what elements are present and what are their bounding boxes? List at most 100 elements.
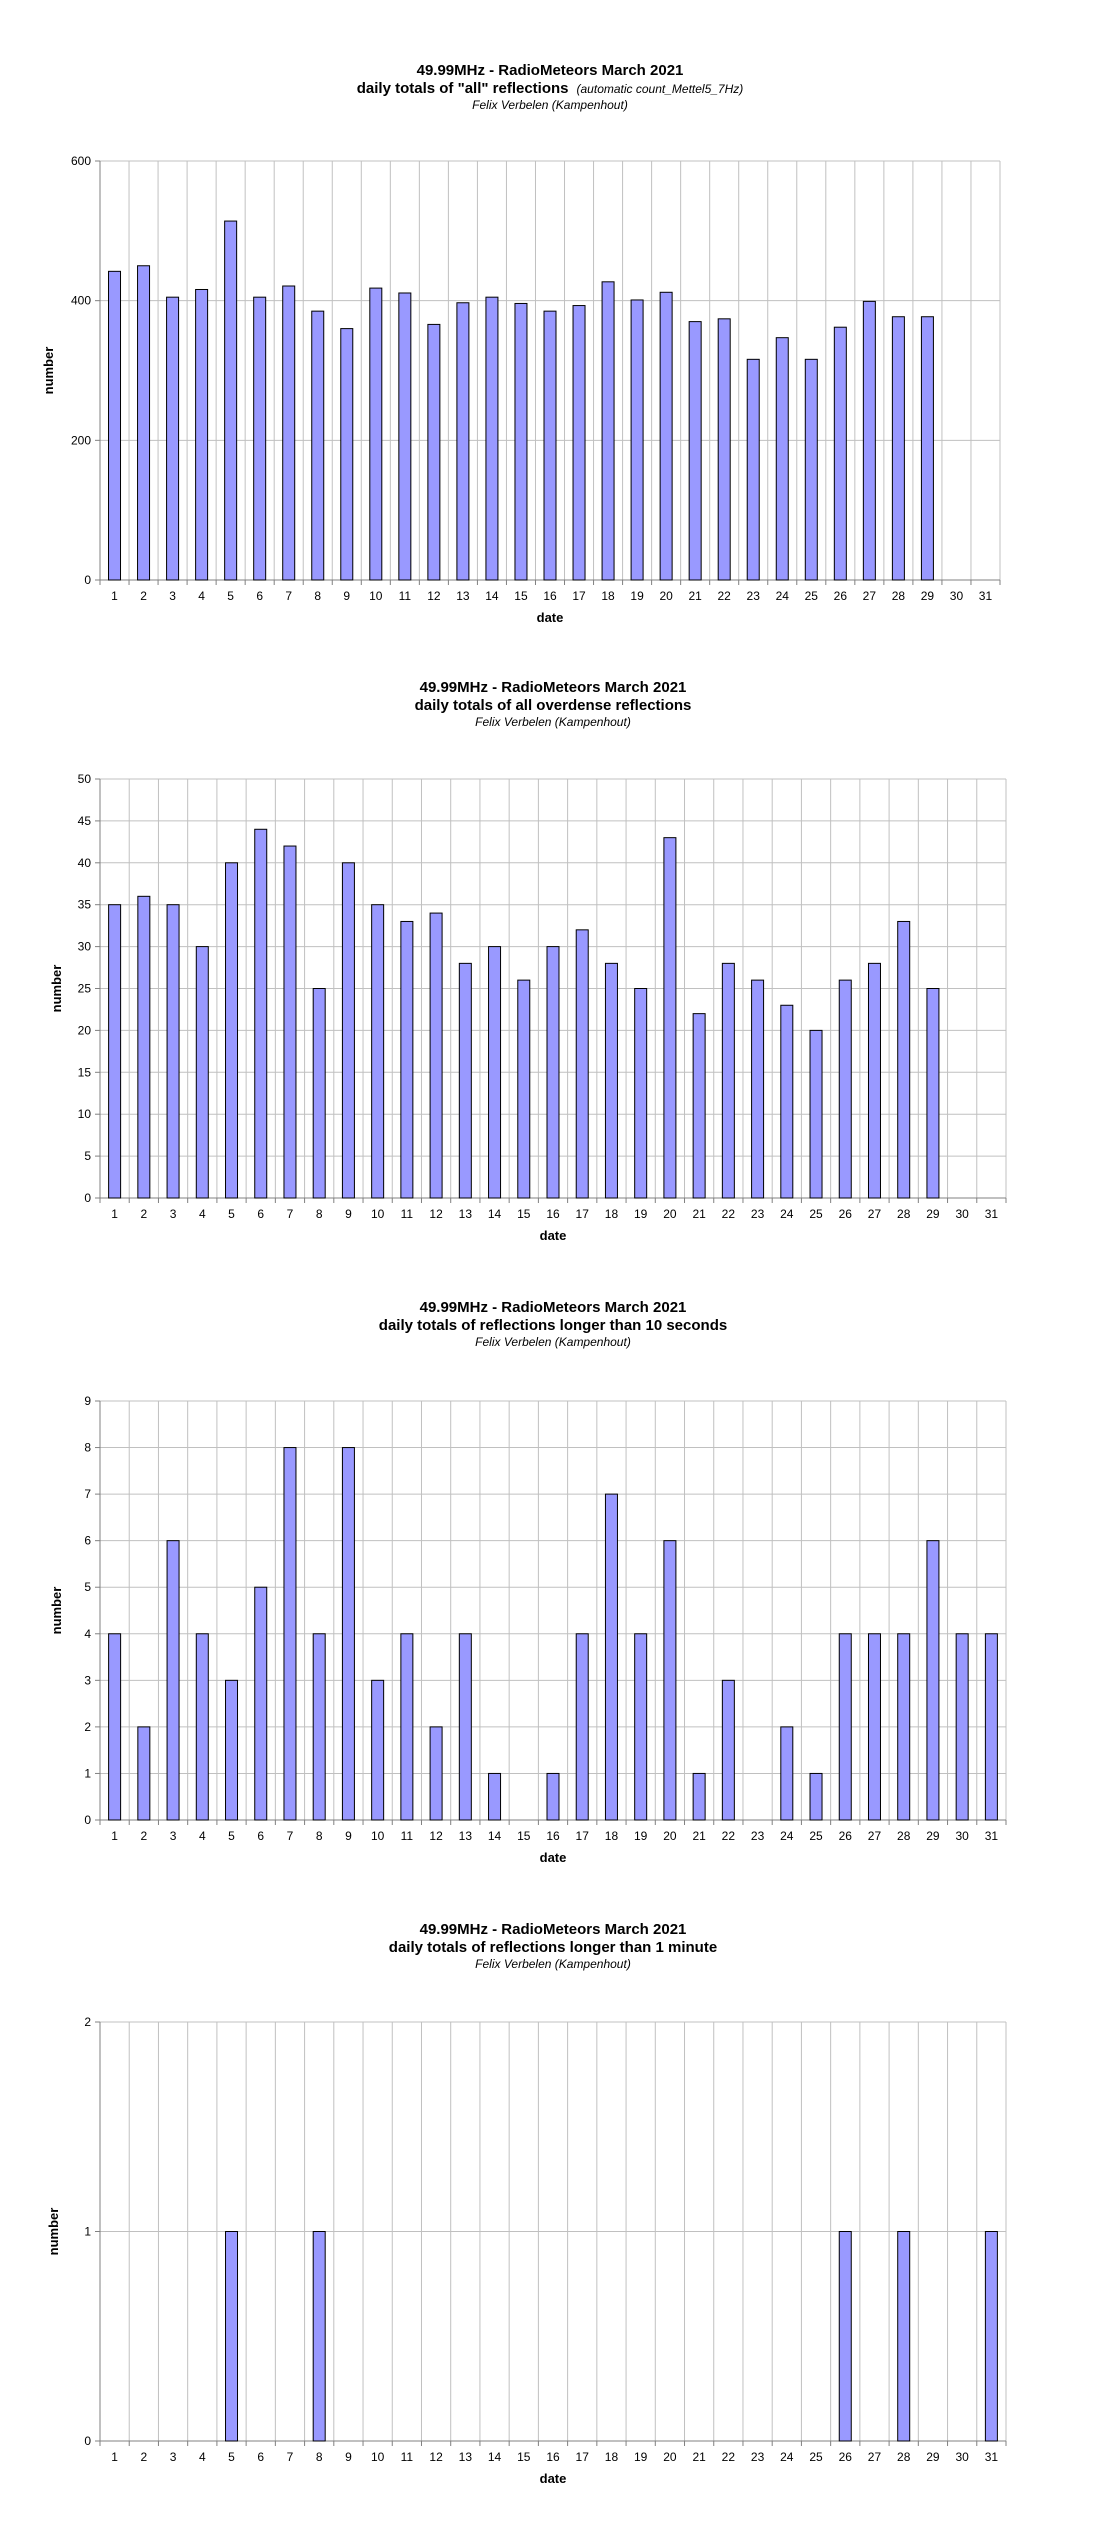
y-tick-label: 2	[84, 1720, 91, 1734]
x-tick-label: 24	[780, 1207, 794, 1221]
bar	[751, 979, 765, 1199]
x-tick-label: 22	[722, 1829, 736, 1843]
x-tick-label: 29	[926, 1207, 940, 1221]
x-tick-label: 11	[399, 589, 412, 603]
y-tick-label: 50	[78, 772, 92, 786]
x-tick-label: 22	[722, 2450, 736, 2464]
x-tick-label: 19	[634, 2450, 648, 2464]
x-tick-label: 31	[985, 2450, 999, 2464]
x-tick-label: 15	[517, 1207, 531, 1221]
y-tick-label: 20	[78, 1023, 92, 1037]
x-tick-label: 23	[751, 2450, 765, 2464]
x-tick-label: 2	[140, 589, 147, 603]
x-tick-label: 3	[169, 589, 176, 603]
y-tick-label: 1	[84, 1766, 91, 1780]
bar	[341, 1447, 355, 1821]
bar	[429, 1726, 443, 1821]
x-tick-label: 17	[576, 1207, 590, 1221]
bar	[891, 316, 905, 581]
x-tick-label: 19	[630, 589, 644, 603]
chart-subtitle: daily totals of all overdense reflection…	[415, 697, 692, 714]
bar	[456, 302, 470, 581]
bar	[225, 1679, 239, 1821]
chart-subtitle-main: daily totals of "all" reflections	[357, 80, 569, 97]
y-tick-label: 4	[84, 1627, 91, 1641]
x-tick-label: 23	[751, 1829, 765, 1843]
x-axis-label: date	[537, 610, 564, 625]
bar	[195, 946, 209, 1199]
x-tick-label: 22	[718, 589, 732, 603]
y-tick-label: 45	[78, 814, 92, 828]
bar	[721, 1679, 735, 1821]
x-tick-label: 27	[868, 1829, 882, 1843]
x-tick-label: 7	[287, 1207, 294, 1221]
chart-author: Felix Verbelen (Kampenhout)	[475, 1957, 631, 1971]
x-tick-label: 13	[459, 2450, 473, 2464]
x-tick-label: 30	[955, 1207, 969, 1221]
y-tick-label: 10	[78, 1107, 92, 1121]
x-tick-label: 17	[572, 589, 586, 603]
bar	[663, 1540, 677, 1821]
x-tick-label: 5	[227, 589, 234, 603]
bar	[867, 1633, 881, 1821]
x-tick-label: 16	[546, 1829, 560, 1843]
x-tick-label: 19	[634, 1207, 648, 1221]
bar	[488, 1772, 502, 1821]
x-tick-label: 20	[663, 1829, 677, 1843]
chart-title: 49.99MHz - RadioMeteors March 2021	[417, 62, 684, 79]
x-axis-label: date	[540, 2471, 567, 2486]
bar	[137, 895, 151, 1199]
bar	[166, 296, 180, 581]
chart-4: 49.99MHz - RadioMeteors March 2021daily …	[46, 1921, 1007, 2486]
x-tick-label: 2	[140, 2450, 147, 2464]
chart-subtitle: daily totals of "all" reflections (automa…	[357, 80, 744, 97]
chart-author: Felix Verbelen (Kampenhout)	[475, 1335, 631, 1349]
x-tick-label: 14	[488, 2450, 502, 2464]
bar	[371, 904, 385, 1199]
bar	[575, 929, 589, 1199]
x-tick-label: 3	[170, 2450, 177, 2464]
x-tick-label: 5	[228, 1207, 235, 1221]
bar	[225, 862, 239, 1199]
y-tick-label: 30	[78, 940, 92, 954]
x-tick-label: 29	[921, 589, 935, 603]
bar	[517, 979, 531, 1199]
y-tick-label: 15	[78, 1065, 92, 1079]
bar	[688, 321, 702, 581]
x-tick-label: 15	[514, 589, 528, 603]
y-tick-label: 2	[84, 2015, 91, 2029]
y-tick-label: 7	[84, 1487, 91, 1501]
y-tick-label: 5	[84, 1580, 91, 1594]
bar	[543, 310, 557, 581]
x-tick-label: 1	[111, 589, 118, 603]
y-axis-label: number	[49, 965, 64, 1013]
x-tick-label: 3	[170, 1207, 177, 1221]
x-tick-label: 20	[663, 1207, 677, 1221]
x-tick-label: 29	[926, 2450, 940, 2464]
bar	[897, 920, 911, 1199]
x-tick-label: 31	[979, 589, 993, 603]
x-tick-label: 30	[955, 2450, 969, 2464]
x-tick-label: 23	[747, 589, 761, 603]
x-tick-label: 10	[371, 2450, 385, 2464]
x-tick-label: 4	[199, 2450, 206, 2464]
bar	[137, 1726, 151, 1821]
x-tick-label: 25	[805, 589, 819, 603]
bar	[659, 291, 673, 581]
bar	[867, 962, 881, 1199]
y-tick-label: 200	[71, 433, 91, 447]
y-tick-label: 9	[84, 1394, 91, 1408]
bar	[601, 281, 615, 581]
y-tick-label: 0	[84, 1813, 91, 1827]
x-tick-label: 1	[111, 1829, 118, 1843]
bar	[692, 1013, 706, 1199]
bar	[254, 1586, 268, 1821]
x-tick-label: 21	[692, 2450, 706, 2464]
x-tick-label: 5	[228, 2450, 235, 2464]
x-tick-label: 23	[751, 1207, 765, 1221]
x-tick-label: 24	[776, 589, 790, 603]
y-tick-label: 3	[84, 1673, 91, 1687]
x-tick-label: 27	[868, 1207, 882, 1221]
x-tick-label: 25	[809, 2450, 823, 2464]
